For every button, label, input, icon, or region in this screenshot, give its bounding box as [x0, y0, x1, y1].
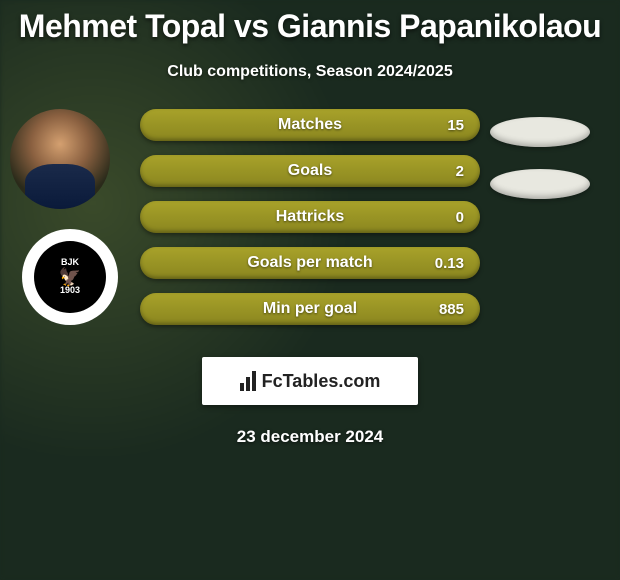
stat-label: Matches [278, 116, 342, 134]
stat-label: Min per goal [263, 300, 357, 318]
right-blobs [490, 117, 600, 221]
stat-bar: Goals 2 [140, 155, 480, 187]
stat-bar: Hattricks 0 [140, 201, 480, 233]
subtitle: Club competitions, Season 2024/2025 [0, 63, 620, 81]
stat-value: 0.13 [435, 255, 464, 272]
stats-area: BJK 🦅 1903 Matches 15 Goals 2 Hattricks 0 Goal… [0, 109, 620, 349]
barchart-icon [240, 371, 256, 391]
stat-label: Goals [288, 162, 332, 180]
comparison-blob [490, 169, 590, 199]
stat-value: 0 [456, 209, 464, 226]
stat-rows: Matches 15 Goals 2 Hattricks 0 Goals per match… [140, 109, 480, 339]
fctables-badge[interactable]: FcTables.com [202, 357, 418, 405]
stat-bar: Matches 15 [140, 109, 480, 141]
stat-label: Hattricks [276, 208, 344, 226]
stat-bar: Goals per match 0.13 [140, 247, 480, 279]
fctables-label: FcTables.com [262, 371, 381, 392]
club-badge: BJK 🦅 1903 [22, 229, 118, 325]
player-avatar [10, 109, 110, 209]
stat-bar: Min per goal 885 [140, 293, 480, 325]
stat-value: 15 [447, 117, 464, 134]
eagle-icon: 🦅 [59, 268, 81, 286]
stat-label: Goals per match [247, 254, 372, 272]
stat-value: 2 [456, 163, 464, 180]
comparison-blob [490, 117, 590, 147]
page-title: Mehmet Topal vs Giannis Papanikolaou [0, 8, 620, 45]
club-badge-year: 1903 [60, 286, 80, 296]
date-label: 23 december 2024 [0, 427, 620, 447]
stat-value: 885 [439, 301, 464, 318]
